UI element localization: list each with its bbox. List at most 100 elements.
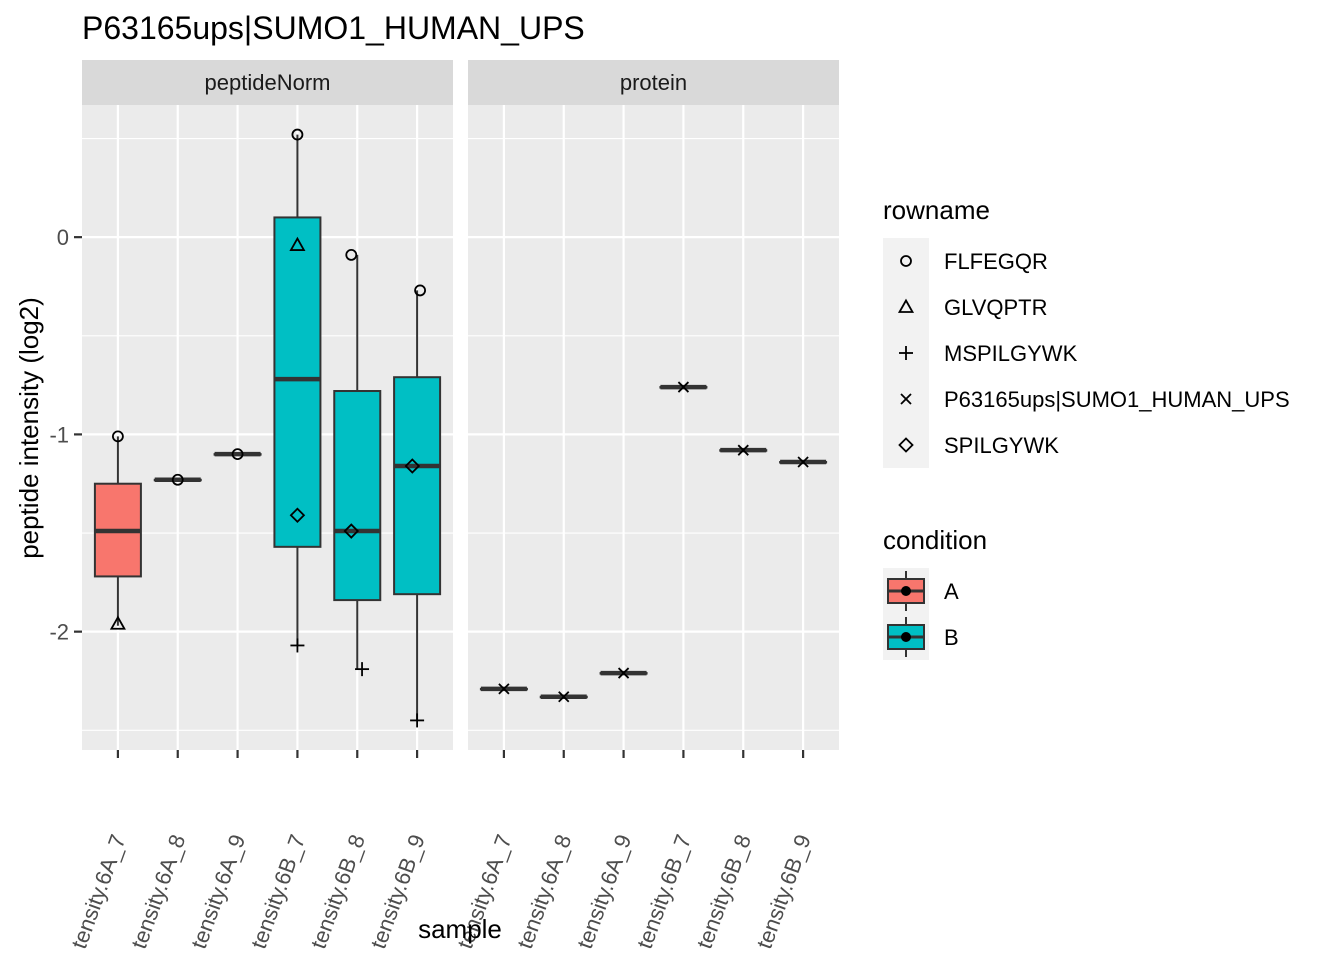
data-point [290,638,305,653]
data-point-mark [291,128,304,141]
box-tensity.6B_7 [273,134,322,646]
legend-symbol [900,255,912,267]
box-body [393,376,442,596]
legend-symbol-mark [900,255,912,267]
box-tensity.6A_8 [153,477,202,483]
panel-background [82,105,453,750]
legend-symbol [899,346,913,360]
legend-title: condition [883,525,987,555]
data-point-mark [289,507,306,524]
data-point-b [737,444,749,456]
data-point [345,249,358,261]
legend-symbol [900,393,912,405]
facet-panels: peptideNormtensity.6A_7tensity.6A_8tensi… [49,60,839,952]
data-point-b [797,456,809,468]
legend-label: SPILGYWK [944,433,1059,458]
data-point [677,381,690,393]
data-point [558,691,570,703]
legend-rowname: rowname FLFEGQR GLVQPTR MSPILGYWK P63165ups|… [883,195,1290,468]
legend-symbol-b [900,393,912,405]
legend-dot [901,586,911,596]
y-axis-title: peptide intensity (log2) [14,297,44,559]
legend-item: FLFEGQR [883,238,1048,284]
data-point-mark [414,284,426,297]
data-point [289,236,306,251]
legend-key [883,422,929,468]
legend-label: MSPILGYWK [944,341,1078,366]
y-tick-label: 0 [57,225,69,250]
legend-symbol-mark [898,437,914,453]
x-tick-label: tensity.6B_7 [246,831,310,952]
strip-protein [468,60,839,105]
data-point-b [498,683,510,695]
x-axis-title: sample [418,914,502,944]
panel-protein: proteintensity.6A_7tensity.6A_8tensity.6… [452,60,839,952]
legend-item: GLVQPTR [883,284,1048,330]
data-point [797,456,809,468]
data-point [171,473,184,486]
data-point-mark [171,473,184,486]
data-point [414,284,426,297]
legend-label: FLFEGQR [944,249,1048,274]
box-tensity.6A_7 [93,436,142,626]
x-tick-label: tensity.6A_9 [186,831,250,952]
data-point-b [617,667,630,679]
data-point [737,444,749,456]
data-point [404,458,421,474]
panel-background [468,105,839,750]
y-tick-label: -1 [49,422,69,447]
legend-symbol [898,437,914,453]
x-tick-label: tensity.6B_8 [692,831,756,952]
data-point-mark [343,523,360,539]
legend-label: B [944,625,959,650]
x-tick-label: tensity.6B_8 [306,831,370,952]
box-body [273,216,322,548]
legend-dot [901,632,911,642]
data-point [498,683,510,695]
data-point [109,615,126,630]
legend-item: B [883,614,959,660]
legend-label: GLVQPTR [944,295,1048,320]
legend-item: MSPILGYWK [883,330,1078,376]
box-tensity.6A_9 [213,451,262,457]
box-tensity.6B_9 [393,290,442,721]
data-point-mark [289,236,306,251]
data-point [112,430,124,443]
legend-key [883,284,929,330]
data-point-mark [345,249,358,261]
data-point-mark [109,615,126,630]
x-tick-label: tensity.6A_8 [512,831,576,952]
x-tick-label: tensity.6A_8 [126,831,190,952]
data-point [291,128,304,141]
box-tensity.6B_8 [333,254,382,670]
data-point-mark [404,458,421,474]
legend-label: A [944,579,959,604]
chart-title: P63165ups|SUMO1_HUMAN_UPS [82,10,585,46]
data-point [410,713,425,728]
strip-label-peptideNorm: peptideNorm [205,70,331,95]
x-tick-label: tensity.6A_9 [572,831,636,952]
legend-label: P63165ups|SUMO1_HUMAN_UPS [944,387,1290,412]
data-point [617,667,630,679]
legend-title: rowname [883,195,990,225]
legend-condition: condition AB [883,525,987,660]
data-point-b [558,691,570,703]
panel-peptideNorm: peptideNormtensity.6A_7tensity.6A_8tensi… [49,60,453,952]
legend-item: P63165ups|SUMO1_HUMAN_UPS [883,376,1290,422]
data-point [355,662,370,677]
data-point [231,448,244,461]
legends: rowname FLFEGQR GLVQPTR MSPILGYWK P63165ups|… [883,195,1290,660]
legend-symbol [897,298,915,313]
strip-label-protein: protein [620,70,687,95]
legend-symbol-mark [897,298,915,313]
legend-item: A [883,568,959,614]
data-point [289,507,306,524]
x-tick-label: tensity.6B_7 [632,831,696,952]
x-tick-label: tensity.6B_9 [751,831,815,952]
data-point-mark [112,430,124,443]
data-point [343,523,360,539]
x-tick-label: tensity.6A_7 [66,831,130,952]
legend-item: SPILGYWK [883,422,1059,468]
y-tick-label: -2 [49,620,69,645]
